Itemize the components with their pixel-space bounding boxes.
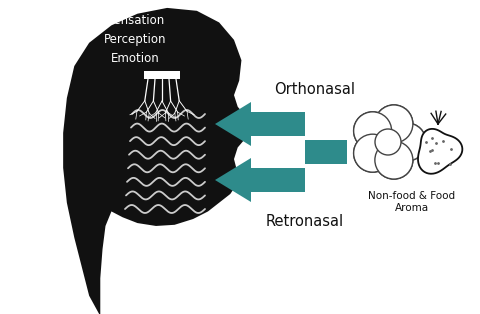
Circle shape (354, 134, 392, 172)
Circle shape (388, 123, 426, 161)
Polygon shape (418, 129, 462, 174)
Circle shape (388, 123, 426, 161)
Text: Sensation
Perception
Emotion: Sensation Perception Emotion (104, 14, 166, 64)
Circle shape (375, 105, 413, 143)
Circle shape (375, 141, 413, 179)
Polygon shape (63, 8, 249, 314)
Circle shape (354, 134, 392, 172)
Text: Retronasal: Retronasal (266, 214, 344, 230)
Text: Non-food & Food
Aroma: Non-food & Food Aroma (369, 191, 456, 213)
Text: Orthonasal: Orthonasal (275, 82, 356, 96)
Circle shape (375, 141, 413, 179)
FancyBboxPatch shape (144, 71, 180, 79)
Circle shape (375, 105, 413, 143)
Circle shape (375, 129, 401, 155)
Circle shape (354, 112, 392, 150)
Circle shape (354, 112, 392, 150)
Polygon shape (215, 102, 347, 202)
